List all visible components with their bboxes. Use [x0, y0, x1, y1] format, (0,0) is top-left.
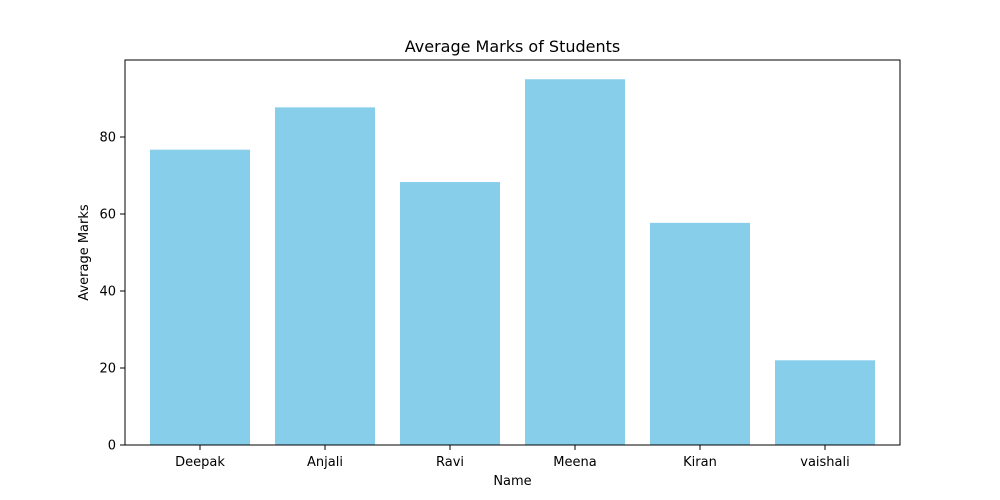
x-tick-label: Ravi [436, 455, 464, 470]
bar-kiran [650, 222, 750, 445]
bar-anjali [275, 107, 375, 446]
y-tick-label: 40 [99, 285, 116, 300]
x-axis: Deepak Anjali Ravi Meena Kiran vaishali [175, 445, 850, 470]
x-axis-label: Name [493, 474, 531, 489]
chart-title: Average Marks of Students [405, 37, 621, 56]
bar-ravi [400, 182, 500, 446]
bar-meena [525, 79, 625, 445]
x-tick-label: Deepak [175, 455, 225, 470]
x-tick-label: Kiran [683, 455, 717, 470]
y-tick-label: 60 [99, 208, 116, 223]
bar-deepak [150, 149, 250, 445]
x-tick-label: Anjali [307, 455, 343, 470]
bars-group [150, 79, 875, 446]
y-tick-label: 20 [99, 362, 116, 377]
y-axis: 0 20 40 60 80 [99, 131, 125, 454]
y-tick-label: 80 [99, 131, 116, 146]
bar-vaishali [775, 360, 875, 445]
x-tick-label: vaishali [800, 455, 849, 470]
y-axis-label: Average Marks [77, 204, 92, 301]
x-tick-label: Meena [553, 455, 596, 470]
plot-frame [124, 59, 901, 446]
y-tick-label: 0 [108, 439, 116, 454]
